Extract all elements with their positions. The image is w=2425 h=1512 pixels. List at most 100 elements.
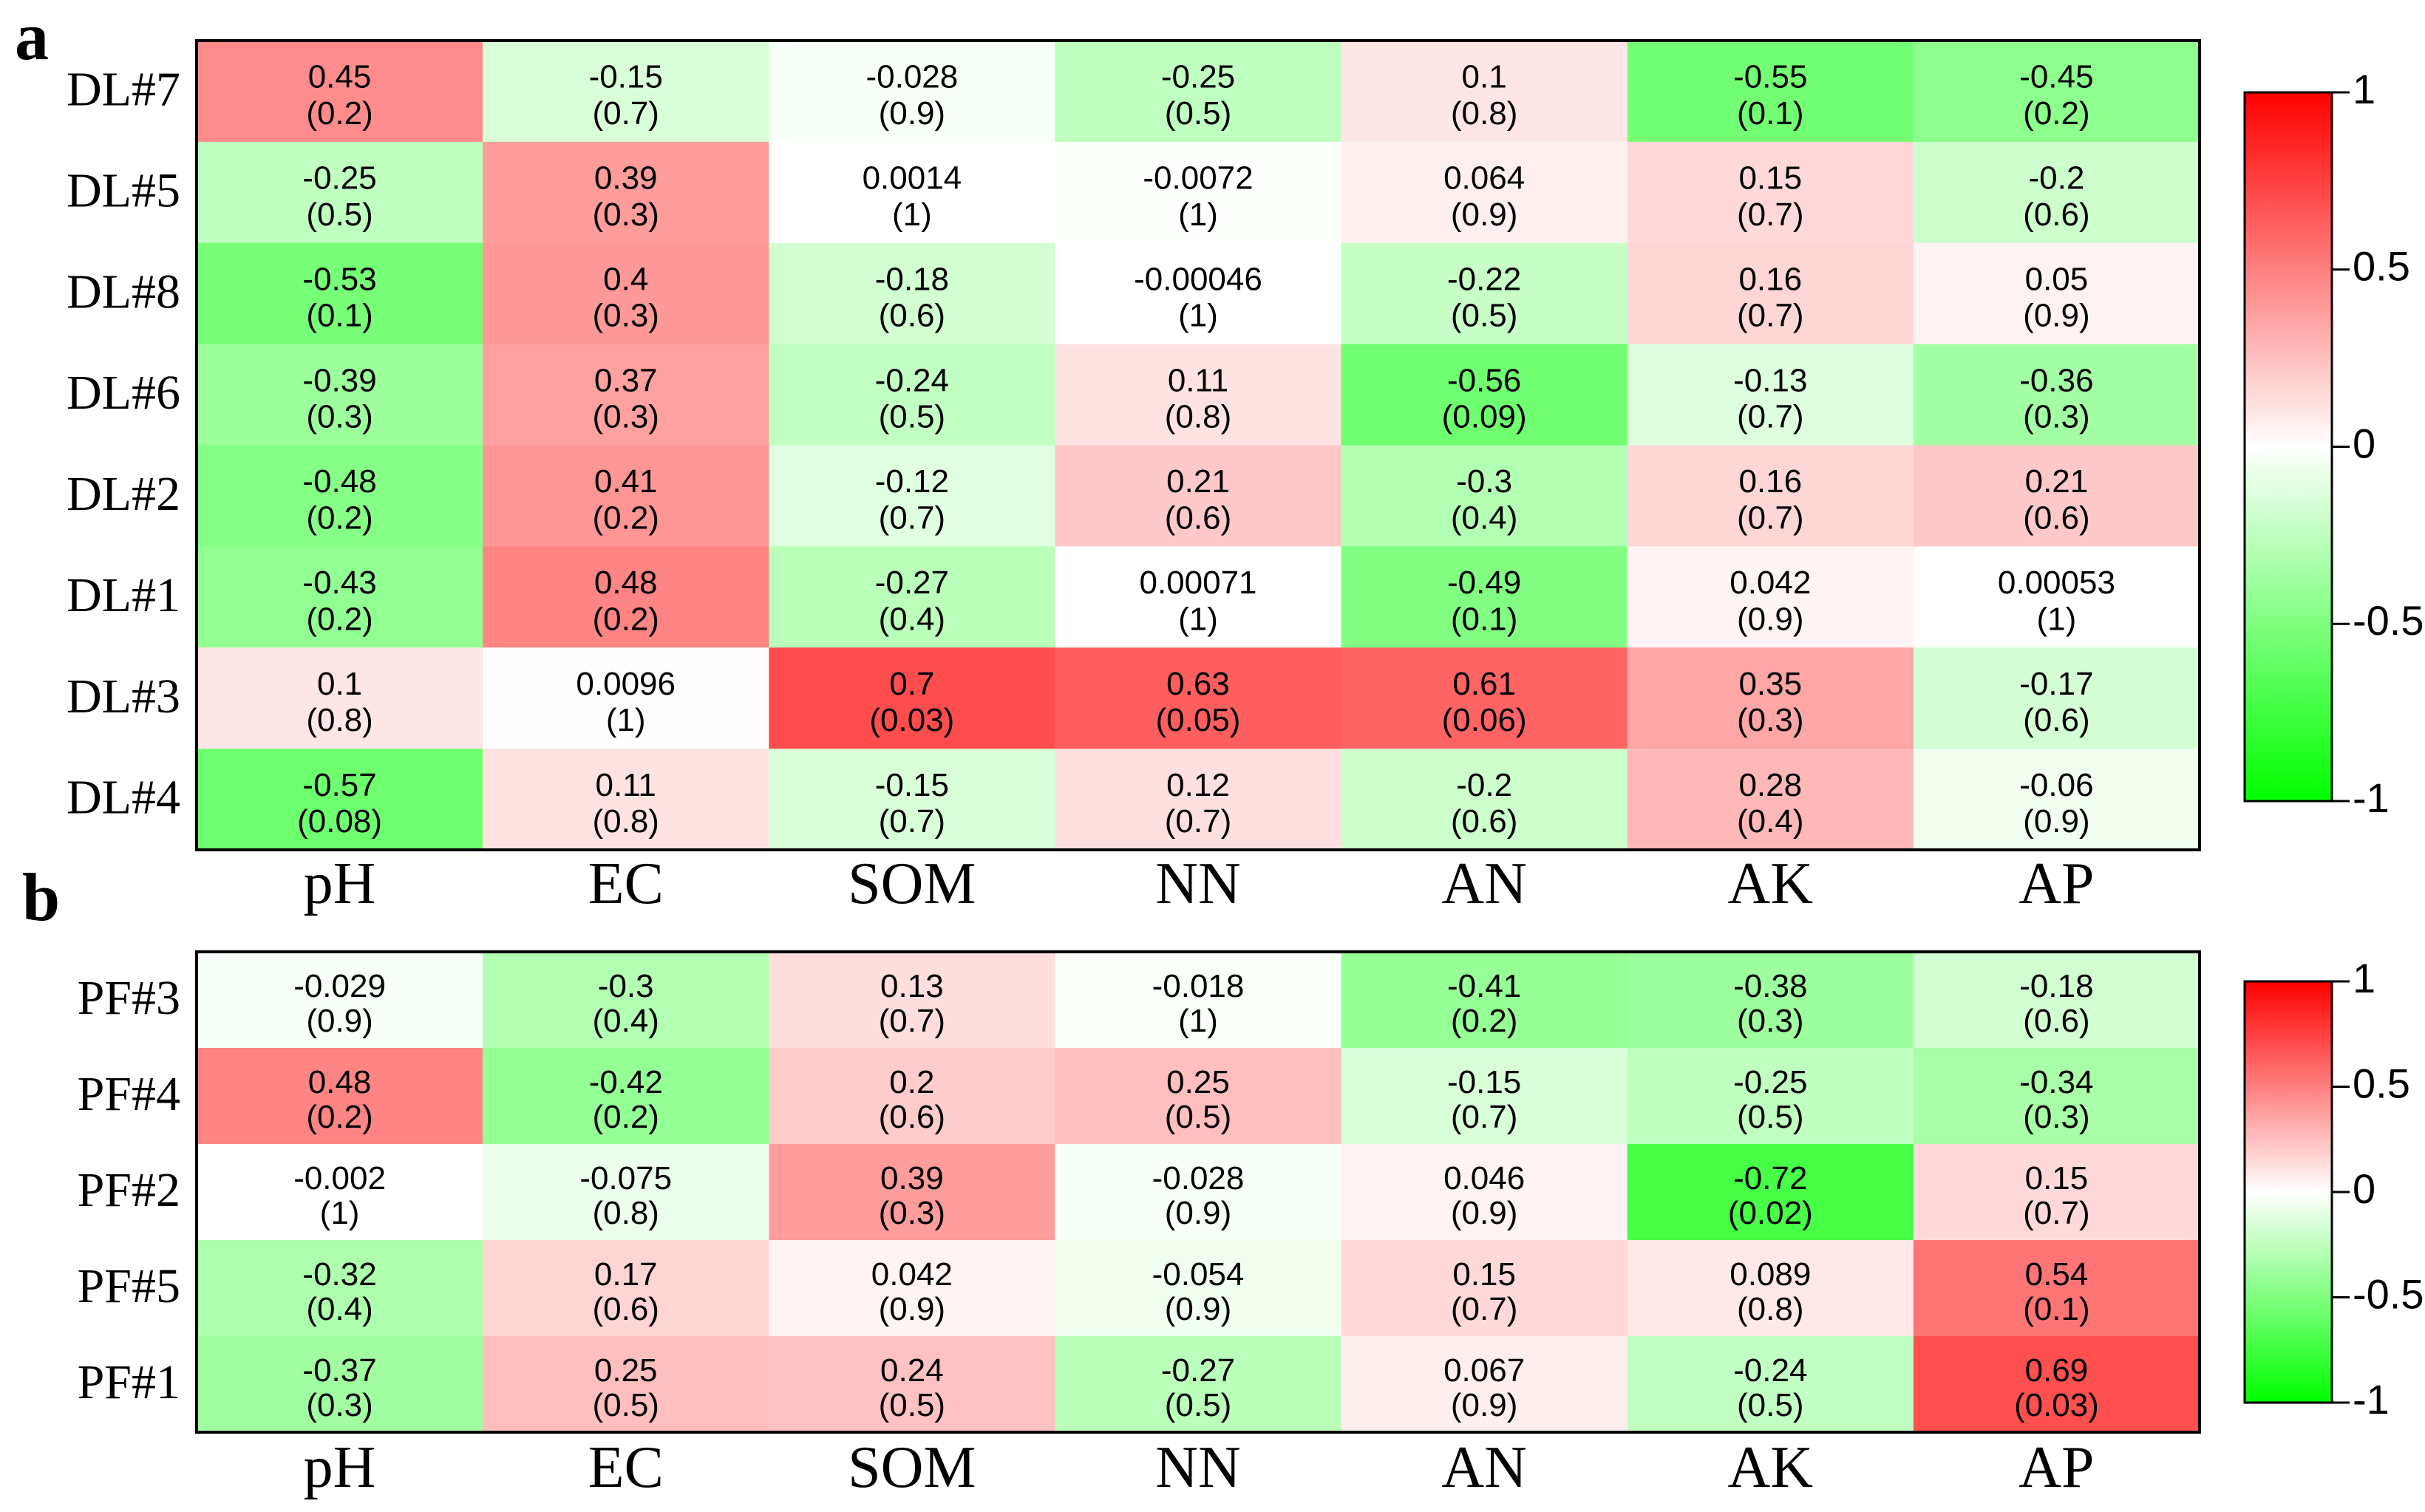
- heatmap-cell: [1055, 1336, 1342, 1433]
- heatmap-cell: [1341, 445, 1628, 547]
- cell-pvalue-label: (0.2): [306, 95, 373, 132]
- cell-coefficient-label: -0.49: [1447, 565, 1521, 601]
- column-label: AN: [1441, 1435, 1527, 1500]
- cell-pvalue-label: (0.2): [1451, 1003, 1517, 1039]
- cell-pvalue-label: (0.9): [2023, 298, 2089, 334]
- cell-pvalue-label: (0.9): [1165, 1195, 1231, 1231]
- heatmap-cell: [483, 344, 769, 446]
- heatmap-cell: [1913, 1144, 2200, 1241]
- heatmap-cell: [1341, 1048, 1628, 1145]
- cell-coefficient-label: 0.45: [308, 59, 372, 95]
- cell-coefficient-label: -0.15: [1447, 1064, 1521, 1100]
- cell-coefficient-label: 0.69: [2025, 1352, 2089, 1389]
- heatmap-cell: [197, 749, 483, 851]
- heatmap-frame: [195, 950, 2201, 1434]
- cell-pvalue-label: (0.08): [297, 803, 382, 840]
- cell-coefficient-label: 0.00053: [1998, 565, 2115, 601]
- heatmap-cell: [197, 647, 483, 749]
- colorbar-tick-label: 0.5: [2353, 1060, 2410, 1106]
- cell-coefficient-label: 0.21: [2025, 463, 2089, 500]
- cell-coefficient-label: 0.15: [2025, 1160, 2089, 1196]
- cell-coefficient-label: -0.028: [865, 59, 958, 95]
- panel-letter: b: [22, 859, 60, 935]
- cell-coefficient-label: 0.16: [1738, 261, 1802, 297]
- heatmap-cell: [483, 1336, 769, 1433]
- cell-coefficient-label: 0.39: [594, 160, 658, 197]
- cell-pvalue-label: (0.1): [1451, 601, 1517, 637]
- cell-pvalue-label: (0.5): [1165, 1099, 1231, 1135]
- cell-pvalue-label: (1): [320, 1195, 360, 1231]
- colorbar-tick-label: -0.5: [2353, 597, 2424, 644]
- cell-coefficient-label: -0.27: [875, 565, 949, 601]
- cell-pvalue-label: (0.3): [1737, 1003, 1803, 1039]
- heatmap-cell: [1341, 647, 1628, 749]
- heatmap-cell: [1341, 344, 1628, 446]
- heatmap-cell: [1341, 1336, 1628, 1433]
- cell-coefficient-label: 0.25: [594, 1352, 658, 1389]
- cell-pvalue-label: (0.7): [1451, 1291, 1517, 1327]
- heatmap-cell: [1627, 1336, 1914, 1433]
- cell-coefficient-label: -0.34: [2019, 1064, 2093, 1100]
- heatmap-cell: [1627, 1144, 1914, 1241]
- heatmap-cell: [1627, 41, 1914, 143]
- cell-pvalue-label: (0.3): [592, 399, 659, 435]
- cell-pvalue-label: (0.3): [592, 197, 659, 233]
- colorbar-tick-label: 1: [2353, 955, 2375, 1001]
- heatmap-cell: [1627, 1240, 1914, 1337]
- cell-coefficient-label: -0.15: [589, 59, 663, 95]
- panel-b: b-0.029(0.9)-0.3(0.4)0.13(0.7)-0.018(1)-…: [22, 859, 2424, 1500]
- cell-pvalue-label: (0.7): [1737, 298, 1803, 334]
- cell-coefficient-label: 0.00071: [1139, 565, 1256, 601]
- cell-coefficient-label: -0.32: [302, 1256, 376, 1293]
- cell-coefficient-label: -0.18: [2019, 968, 2093, 1004]
- cell-pvalue-label: (0.8): [306, 702, 373, 738]
- cell-coefficient-label: 0.54: [2025, 1256, 2089, 1293]
- cell-coefficient-label: -0.002: [293, 1160, 386, 1196]
- heatmap-cell: [1913, 952, 2200, 1049]
- heatmap-cell: [1055, 952, 1342, 1049]
- cell-pvalue-label: (0.9): [1451, 197, 1517, 233]
- cell-pvalue-label: (0.1): [1737, 95, 1803, 132]
- cell-pvalue-label: (0.2): [2023, 95, 2089, 132]
- cell-coefficient-label: 0.15: [1452, 1256, 1516, 1293]
- cell-coefficient-label: 0.0096: [576, 666, 676, 702]
- heatmap-cell: [483, 749, 769, 851]
- heatmap-cell: [1913, 1048, 2200, 1145]
- heatmap-cell: [1055, 546, 1342, 648]
- heatmap-cell: [483, 546, 769, 648]
- heatmap-cell: [1341, 952, 1628, 1049]
- cell-coefficient-label: -0.55: [1733, 59, 1807, 95]
- cell-pvalue-label: (0.9): [879, 95, 945, 132]
- cell-pvalue-label: (0.5): [306, 197, 373, 233]
- cell-coefficient-label: 0.25: [1166, 1064, 1230, 1100]
- heatmap-cell: [1627, 546, 1914, 648]
- cell-coefficient-label: 0.05: [2025, 261, 2089, 297]
- heatmap-cell: [1627, 749, 1914, 851]
- cell-pvalue-label: (0.9): [306, 1003, 373, 1039]
- cell-pvalue-label: (0.4): [879, 601, 945, 637]
- heatmap-cell: [1055, 749, 1342, 851]
- heatmap-cell: [1627, 141, 1914, 244]
- heatmap-cell: [1627, 647, 1914, 749]
- cell-pvalue-label: (0.6): [592, 1291, 659, 1327]
- heatmap-cell: [1913, 445, 2200, 547]
- cell-pvalue-label: (0.7): [1737, 197, 1803, 233]
- cell-pvalue-label: (0.06): [1442, 702, 1527, 738]
- heatmap-cell: [197, 952, 483, 1049]
- cell-pvalue-label: (0.3): [2023, 399, 2089, 435]
- heatmap-cell: [769, 546, 1055, 648]
- heatmap-cell: [483, 141, 769, 244]
- cell-pvalue-label: (0.8): [592, 803, 659, 840]
- heatmap-cell: [769, 41, 1055, 143]
- cell-pvalue-label: (0.6): [2023, 197, 2089, 233]
- cell-coefficient-label: -0.37: [302, 1352, 376, 1389]
- heatmap-cell: [1627, 1048, 1914, 1145]
- heatmap-cell: [1341, 41, 1628, 143]
- cell-coefficient-label: -0.41: [1447, 968, 1521, 1004]
- cell-pvalue-label: (0.7): [2023, 1195, 2089, 1231]
- cell-coefficient-label: -0.054: [1152, 1256, 1245, 1293]
- cell-coefficient-label: 0.61: [1452, 666, 1516, 702]
- cell-coefficient-label: 0.48: [594, 565, 658, 601]
- cell-pvalue-label: (0.5): [1737, 1387, 1803, 1423]
- cell-coefficient-label: -0.3: [1456, 463, 1512, 500]
